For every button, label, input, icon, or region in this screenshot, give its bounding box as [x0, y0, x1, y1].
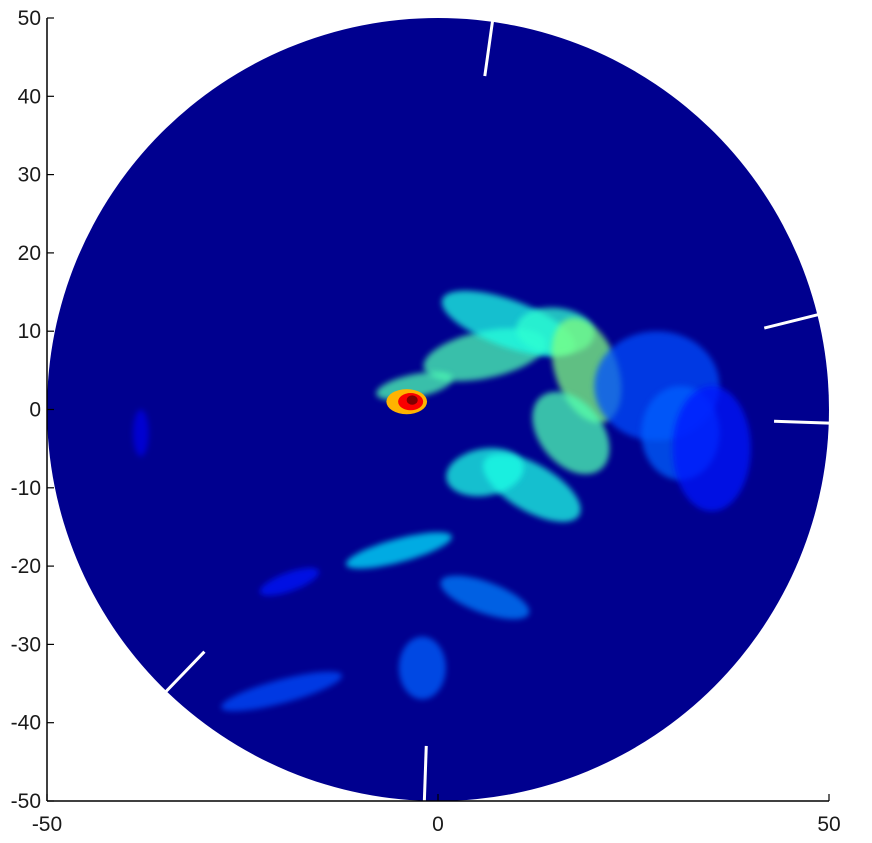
- y-tick-label: 40: [18, 85, 41, 108]
- x-tick-label: -50: [32, 813, 62, 836]
- intensity-region: [446, 448, 524, 497]
- x-tick-label: 0: [432, 813, 444, 836]
- radar-disc: [47, 18, 829, 801]
- y-tick-label: 50: [18, 7, 41, 30]
- sector-gap: [483, 13, 495, 77]
- sector-gap: [774, 419, 837, 425]
- y-tick-label: 20: [18, 242, 41, 265]
- y-tick-label: -20: [11, 555, 41, 578]
- x-tick-label: 50: [817, 813, 840, 836]
- intensity-region: [672, 386, 751, 512]
- y-tick-label: 30: [18, 164, 41, 187]
- y-tick-label: -10: [11, 477, 41, 500]
- sector-gap: [422, 745, 428, 809]
- y-tick-label: 0: [29, 399, 41, 422]
- sector-gaps: [159, 13, 837, 809]
- y-tick-label: -50: [11, 790, 41, 813]
- intensity-region: [259, 567, 319, 596]
- intensity-regions: [133, 290, 751, 712]
- y-tick-label: -40: [11, 712, 41, 735]
- ticks: 50 40 30 20 10 0 -10 -20 -30 -40 -50-50 0 50: [11, 7, 841, 836]
- sector-gap: [763, 311, 826, 330]
- y-tick-label: 10: [18, 320, 41, 343]
- intensity-region: [406, 395, 418, 405]
- sector-gap: [159, 650, 206, 698]
- intensity-region: [398, 636, 446, 700]
- y-tick-label: -30: [11, 633, 41, 656]
- intensity-region: [440, 575, 530, 620]
- disc-background: [47, 18, 829, 801]
- intensity-region: [221, 671, 343, 712]
- intensity-region: [133, 409, 149, 457]
- intensity-region: [532, 391, 610, 475]
- intensity-region: [345, 532, 452, 569]
